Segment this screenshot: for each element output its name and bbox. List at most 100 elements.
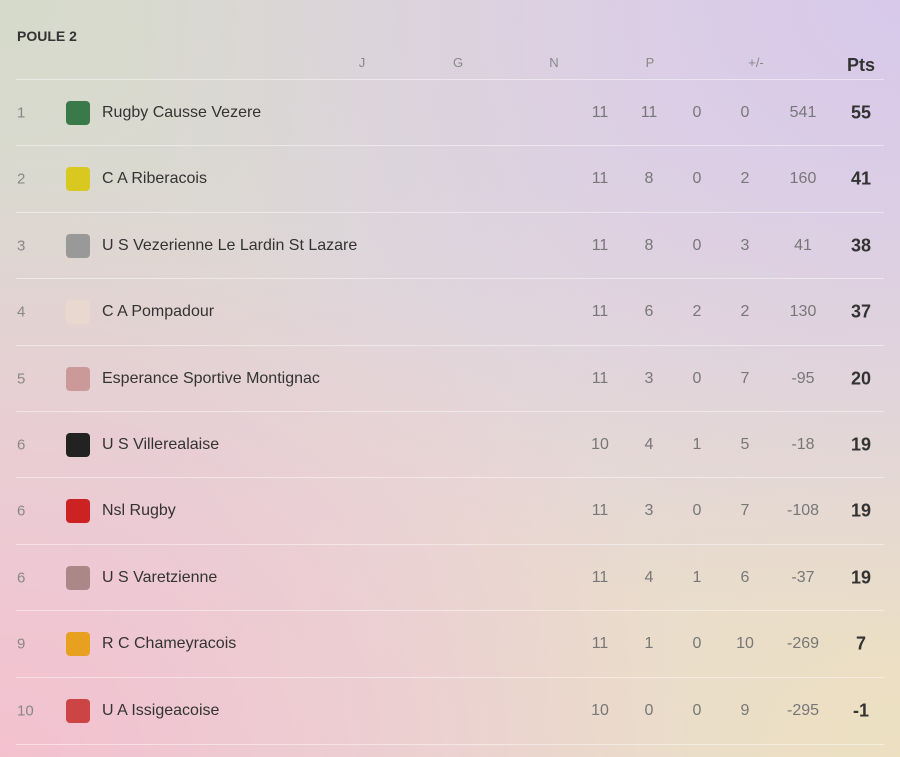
stat: 11: [591, 170, 609, 188]
team-logo: [66, 499, 90, 524]
points: 38: [850, 235, 872, 256]
team-logo: [66, 698, 90, 723]
team-name: C A Riberacois: [102, 170, 207, 188]
stat: 0: [740, 104, 750, 121]
team-name: Rugby Causse Vezere: [102, 104, 262, 121]
rank: 6: [17, 569, 26, 587]
stat: 9: [740, 701, 750, 719]
stat: -37: [791, 568, 815, 586]
stat: 10: [736, 635, 754, 653]
points: 20: [850, 368, 872, 389]
stat: 11: [591, 568, 609, 586]
rank: 6: [17, 502, 26, 520]
table-row: 5 Esperance Sportive Montignac 11 3 0 7 -95 20: [16, 344, 884, 412]
table-row: 4 C A Pompadour 11 6 2 2 130 37: [16, 278, 884, 345]
stat: -295: [786, 701, 820, 719]
column-header: P: [645, 55, 655, 70]
table-row: 2 C A Riberacois 11 8 0 2 160 41: [16, 145, 884, 212]
title: POULE 2: [17, 28, 77, 44]
team-name: U S Villerealaise: [102, 436, 220, 453]
stat: 160: [789, 170, 817, 188]
table-row: 6 Nsl Rugby 11 3 0 7 -108 19: [16, 477, 884, 544]
stat: -95: [791, 369, 815, 387]
stat: 2: [692, 303, 702, 321]
stat: 11: [591, 502, 609, 520]
team-logo: [66, 632, 90, 657]
column-header: G: [452, 55, 464, 70]
team-name: U S Varetzienne: [102, 568, 218, 586]
points: 19: [850, 567, 872, 588]
team-name: R C Chameyracois: [102, 635, 237, 653]
stat: 41: [794, 236, 812, 254]
team-logo: [66, 167, 90, 192]
stat: -269: [786, 635, 820, 653]
points: 55: [850, 102, 872, 123]
stat: 10: [591, 701, 609, 719]
team-logo: [66, 366, 90, 391]
column-header: J: [358, 55, 366, 70]
stat: 3: [644, 502, 654, 520]
stat: 1: [644, 635, 654, 653]
table-row: 3 U S Vezerienne Le Lardin St Lazare 11 8 0 3…: [16, 211, 884, 279]
stat: 1: [692, 568, 702, 586]
rank: 4: [17, 303, 26, 321]
rank: 3: [17, 237, 26, 255]
points: 7: [855, 633, 867, 654]
stat: 0: [692, 236, 702, 254]
stat: 4: [644, 436, 654, 453]
stat: 0: [692, 104, 702, 121]
team-logo: [66, 101, 90, 125]
stat: 7: [740, 502, 750, 520]
team-logo: [66, 233, 90, 258]
stat: 6: [644, 303, 654, 321]
stat: 7: [740, 369, 750, 387]
stat: 3: [644, 369, 654, 387]
column-header: N: [549, 55, 559, 70]
stat: 2: [740, 170, 750, 188]
stat: 8: [644, 170, 654, 188]
table-row: 10 U A Issigeacoise 10 0 0 9 -295 -1: [16, 676, 884, 745]
rank: 6: [17, 436, 26, 454]
team-name: C A Pompadour: [102, 303, 215, 321]
table-row: 6 U S Varetzienne 11 4 1 6 -37 19: [16, 543, 884, 611]
stat: 130: [789, 303, 817, 321]
team-name: U A Issigeacoise: [102, 701, 220, 719]
stat: 11: [591, 236, 609, 254]
stat: 11: [640, 104, 658, 121]
team-logo: [66, 300, 90, 325]
team-name: Esperance Sportive Montignac: [102, 369, 320, 387]
stat: 0: [644, 701, 654, 719]
stat: 3: [740, 236, 750, 254]
stat: 0: [692, 369, 702, 387]
stat: 0: [692, 635, 702, 653]
stat: 0: [692, 170, 702, 188]
table-row: 1 Rugby Causse Vezere 11 11 0 0 541 55: [16, 79, 884, 146]
points: 37: [850, 301, 872, 322]
stat: 11: [591, 635, 609, 653]
stat: 4: [644, 568, 654, 586]
column-header: +/-: [748, 55, 764, 70]
rank: 2: [17, 170, 26, 188]
table-row: 6 U S Villerealaise 10 4 1 5 -18 19: [16, 411, 884, 478]
column-header: Pts: [846, 55, 876, 75]
rank: 9: [17, 635, 26, 653]
team-logo: [66, 565, 90, 590]
stat: 2: [740, 303, 750, 321]
rank: 5: [17, 370, 26, 388]
stat: 5: [740, 436, 750, 453]
stat: 0: [692, 701, 702, 719]
rank: 1: [17, 104, 26, 122]
rank: 10: [17, 702, 34, 720]
stat: 6: [740, 568, 750, 586]
stat: 10: [591, 436, 609, 453]
points: 19: [850, 434, 872, 455]
stat: 8: [644, 236, 654, 254]
stat: -108: [786, 502, 820, 520]
stat: 11: [591, 303, 609, 321]
team-name: U S Vezerienne Le Lardin St Lazare: [102, 236, 358, 254]
stat: 1: [692, 436, 702, 453]
stat: 11: [591, 104, 609, 121]
points: 19: [850, 500, 872, 521]
